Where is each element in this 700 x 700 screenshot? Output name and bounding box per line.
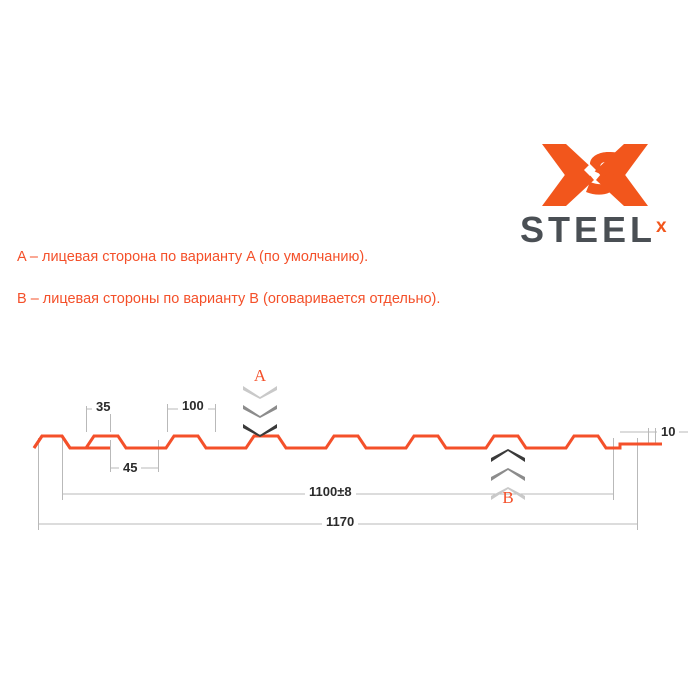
profile-outline — [32, 434, 662, 450]
dimension-label-45: 45 — [119, 460, 142, 475]
chevron-down-icon — [243, 424, 277, 437]
dimension-label-100: 100 — [178, 398, 208, 413]
brand-name: STEEL — [520, 209, 657, 250]
caption-variant-b: B – лицевая стороны по варианту B (огова… — [17, 291, 441, 307]
profile-lead-segment — [32, 434, 110, 450]
brand-wordmark: STEELx — [520, 212, 685, 248]
brand-logo: STEELx — [520, 140, 685, 250]
marker-a-letter: A — [253, 366, 267, 385]
marker-a-chevrons — [243, 386, 277, 443]
dimension-label-35: 35 — [92, 399, 115, 414]
chevron-up-icon — [491, 487, 525, 500]
caption-variant-a: A – лицевая сторона по варианту A (по ум… — [17, 249, 369, 265]
dimension-label-1100: 1100±8 — [305, 484, 356, 499]
marker-b-chevrons — [491, 449, 525, 506]
marker-b-letter: B — [502, 488, 514, 507]
brand-superscript: x — [656, 216, 667, 237]
chevron-up-icon — [491, 449, 525, 462]
dimension-label-10: 10 — [657, 424, 680, 439]
steelx-logo-icon — [540, 140, 650, 210]
chevron-up-icon — [491, 468, 525, 481]
dimension-label-1170: 1170 — [322, 514, 359, 529]
chevron-down-icon — [243, 405, 277, 418]
chevron-down-icon — [243, 386, 277, 399]
